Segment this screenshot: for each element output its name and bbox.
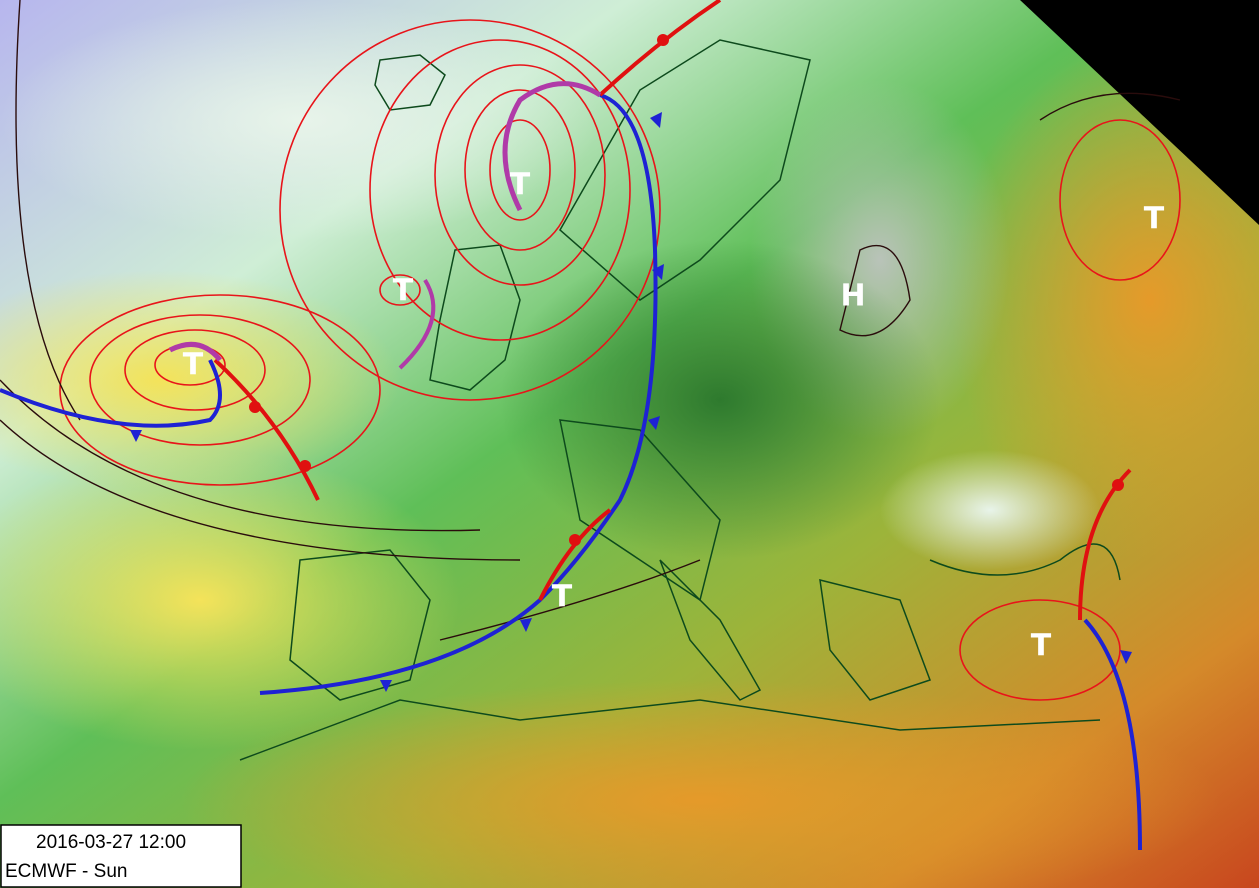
no-data (1020, 0, 1259, 225)
land-area (500, 240, 940, 560)
cold-area (880, 450, 1100, 570)
pressure-center: T (510, 168, 531, 203)
pressure-center: T (183, 348, 204, 383)
pressure-center: H (840, 279, 865, 314)
isobars (0, 0, 1181, 701)
datetime: 2016-03-27 12:00 (36, 832, 186, 853)
warm-area (180, 680, 1220, 888)
pressure-center: T (1031, 629, 1052, 664)
legend-box: 2016-03-27 12:00 ECMWF - Sun (0, 824, 242, 888)
pressure-center: T (393, 274, 414, 309)
warm-area (0, 270, 400, 490)
model-name: ECMWF - Sun (5, 861, 127, 882)
warm-area (0, 450, 460, 750)
cold-area (0, 0, 600, 240)
warm-area (950, 40, 1259, 560)
pressure-center: T (552, 580, 573, 615)
pressure-center: T (1144, 202, 1165, 237)
fronts (0, 0, 1142, 851)
coastlines (239, 39, 1121, 761)
